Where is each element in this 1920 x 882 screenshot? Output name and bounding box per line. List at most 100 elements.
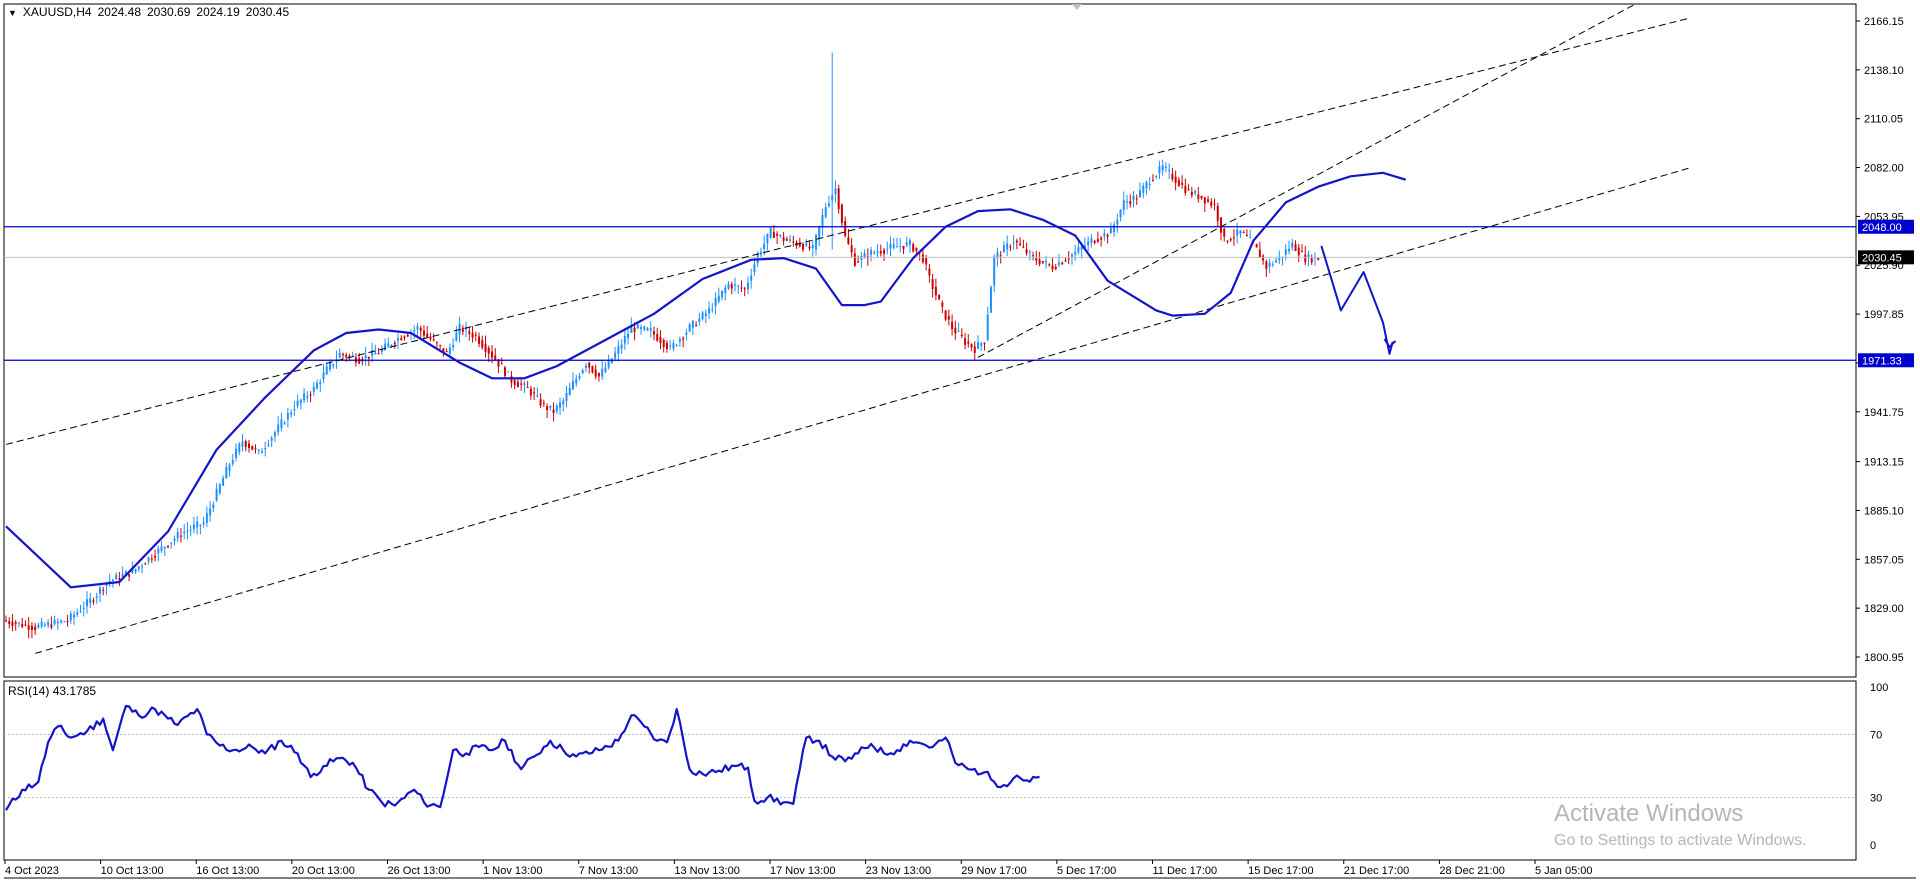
candle	[202, 516, 205, 528]
candle	[280, 412, 283, 432]
trendline[interactable]	[977, 0, 1691, 358]
candle	[1087, 236, 1090, 252]
candle	[108, 573, 111, 588]
candle	[115, 572, 118, 580]
rsi-tick-label: 100	[1870, 682, 1888, 694]
trendline[interactable]	[35, 167, 1691, 654]
time-tick-label: 29 Nov 17:00	[961, 865, 1026, 877]
candle	[507, 371, 510, 373]
candle	[1223, 227, 1226, 242]
candle	[244, 439, 247, 452]
candle	[1313, 252, 1316, 266]
projection-path[interactable]	[1320, 245, 1394, 355]
candle	[290, 409, 293, 418]
candle	[481, 335, 484, 350]
candle	[1268, 258, 1271, 274]
candle	[53, 615, 56, 626]
level-price-tag	[1858, 353, 1914, 368]
candle	[850, 238, 853, 258]
candle	[1220, 216, 1222, 241]
candle	[367, 356, 370, 366]
candle	[879, 244, 882, 257]
candle	[1213, 198, 1216, 211]
candle	[1015, 238, 1018, 250]
candle	[1122, 191, 1125, 216]
candle	[610, 357, 613, 365]
candle	[69, 610, 72, 625]
candle	[413, 325, 416, 340]
candle	[588, 361, 591, 374]
candle	[254, 444, 257, 454]
candle	[782, 231, 785, 246]
candle	[928, 263, 931, 283]
candle	[500, 357, 503, 365]
rsi-value: 43.1785	[52, 684, 97, 698]
price-tick-label: 1829.00	[1864, 603, 1904, 615]
candle	[196, 516, 199, 535]
time-tick-label: 4 Oct 2023	[5, 865, 59, 877]
rsi-label: RSI(14)	[8, 684, 50, 698]
candle	[192, 516, 195, 534]
candle	[503, 365, 506, 379]
candle	[286, 407, 289, 428]
candle	[306, 391, 309, 403]
candle	[173, 535, 176, 546]
candle	[552, 402, 555, 422]
candle	[623, 328, 626, 350]
candle	[827, 195, 830, 208]
candle	[170, 542, 173, 549]
candle	[377, 347, 380, 355]
candle	[980, 341, 983, 351]
candle	[792, 235, 795, 247]
scroll-marker-icon[interactable]	[1072, 4, 1082, 10]
candle	[102, 586, 105, 596]
candle	[1148, 177, 1151, 191]
candle	[21, 617, 24, 629]
candle	[1135, 194, 1138, 205]
candle	[555, 403, 558, 415]
candle	[1245, 229, 1248, 237]
candle	[568, 382, 571, 396]
price-tick-label: 1857.05	[1864, 554, 1904, 566]
candle	[251, 445, 254, 451]
candle	[1229, 237, 1232, 242]
candle	[141, 563, 144, 574]
candle	[1181, 175, 1184, 189]
ohlc-close: 2030.45	[245, 5, 290, 19]
time-tick-label: 15 Dec 17:00	[1248, 865, 1313, 877]
candle	[857, 255, 860, 263]
candle	[1307, 251, 1310, 267]
candle	[701, 311, 704, 321]
candle	[653, 326, 655, 341]
candle	[27, 617, 30, 639]
candle	[1288, 240, 1291, 255]
candle	[818, 225, 821, 247]
candle	[1190, 186, 1193, 199]
candle	[659, 329, 662, 349]
candle	[160, 540, 163, 554]
candle	[374, 344, 377, 355]
candle	[993, 254, 996, 293]
candle	[134, 568, 137, 575]
candle	[533, 387, 536, 401]
candle	[118, 571, 121, 586]
trendline[interactable]	[5, 17, 1691, 445]
symbol-name: XAUUSD,H4	[22, 5, 92, 19]
candle	[468, 327, 471, 341]
candle	[860, 251, 863, 269]
candle	[1028, 249, 1031, 261]
candle	[1232, 229, 1235, 246]
candle	[86, 591, 88, 614]
candle	[144, 562, 147, 565]
candle	[1317, 257, 1320, 261]
candle	[724, 284, 727, 301]
candle	[325, 362, 328, 376]
collapse-triangle-icon[interactable]: ▼	[8, 8, 17, 18]
candle	[186, 522, 189, 540]
candle	[983, 342, 986, 351]
ohlc-low: 2024.19	[196, 5, 240, 19]
candle	[95, 592, 98, 604]
candle	[665, 340, 668, 353]
candle	[1310, 254, 1313, 266]
